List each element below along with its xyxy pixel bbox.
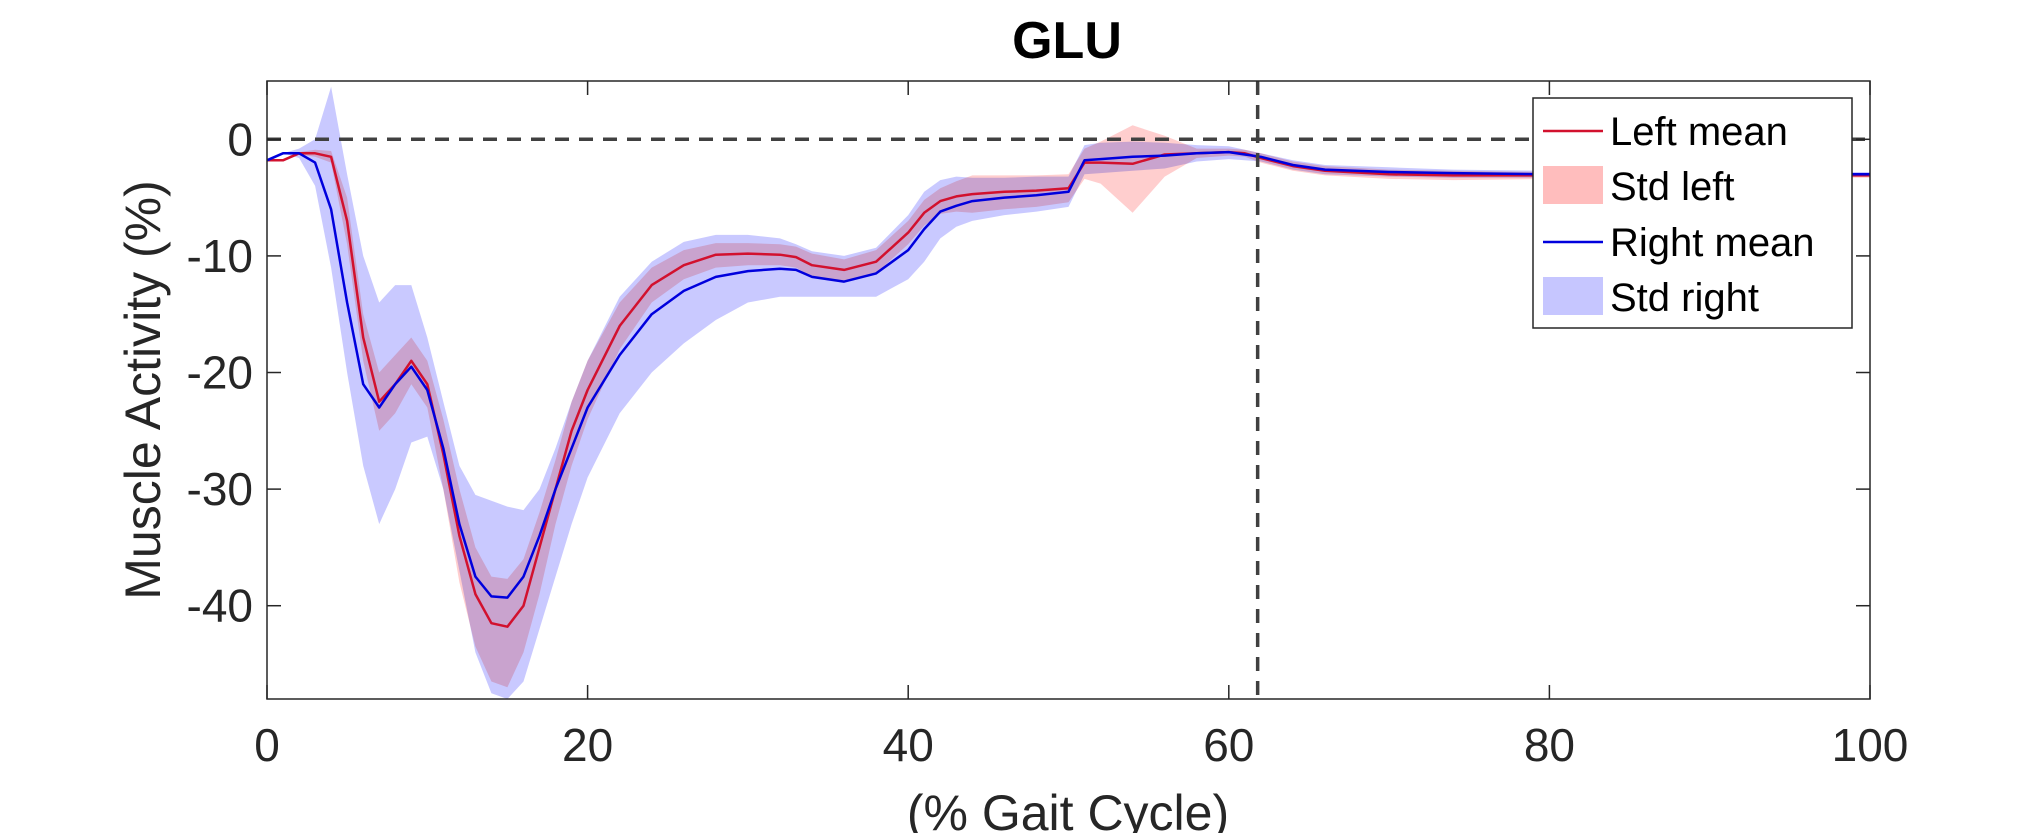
y-tick-label: -30	[187, 463, 253, 515]
axis-ticks: 0 20 40 60 80 100 0 -10 -20 -30 -40	[187, 81, 1909, 771]
band-std-left	[267, 125, 1870, 688]
x-tick-label: 80	[1524, 719, 1575, 771]
mean-lines	[267, 150, 1870, 628]
legend-std-right-swatch	[1543, 277, 1603, 315]
y-tick-label: -40	[187, 580, 253, 632]
y-axis-label: Muscle Activity (%)	[115, 180, 171, 600]
y-tick-label: -10	[187, 230, 253, 282]
y-tick-label: -20	[187, 347, 253, 399]
axes-frame	[266, 80, 1871, 700]
legend-left-mean-label: Left mean	[1610, 110, 1788, 154]
y-tick-label: 0	[227, 113, 253, 165]
legend-std-left-swatch	[1543, 166, 1603, 204]
x-tick-label: 0	[254, 719, 280, 771]
x-tick-label: 40	[883, 719, 934, 771]
line-right-mean	[267, 150, 1870, 599]
legend-right-mean-label: Right mean	[1610, 221, 1815, 265]
legend-std-right-label: Std right	[1610, 276, 1759, 320]
x-tick-label: 20	[562, 719, 613, 771]
legend-std-left-label: Std left	[1610, 165, 1735, 209]
x-tick-label: 100	[1832, 719, 1909, 771]
chart-title: GLU	[1012, 12, 1122, 70]
legend: Left mean Std left Right mean Std right	[1532, 97, 1853, 329]
x-tick-label: 60	[1203, 719, 1254, 771]
x-axis-label: (% Gait Cycle)	[907, 785, 1229, 833]
